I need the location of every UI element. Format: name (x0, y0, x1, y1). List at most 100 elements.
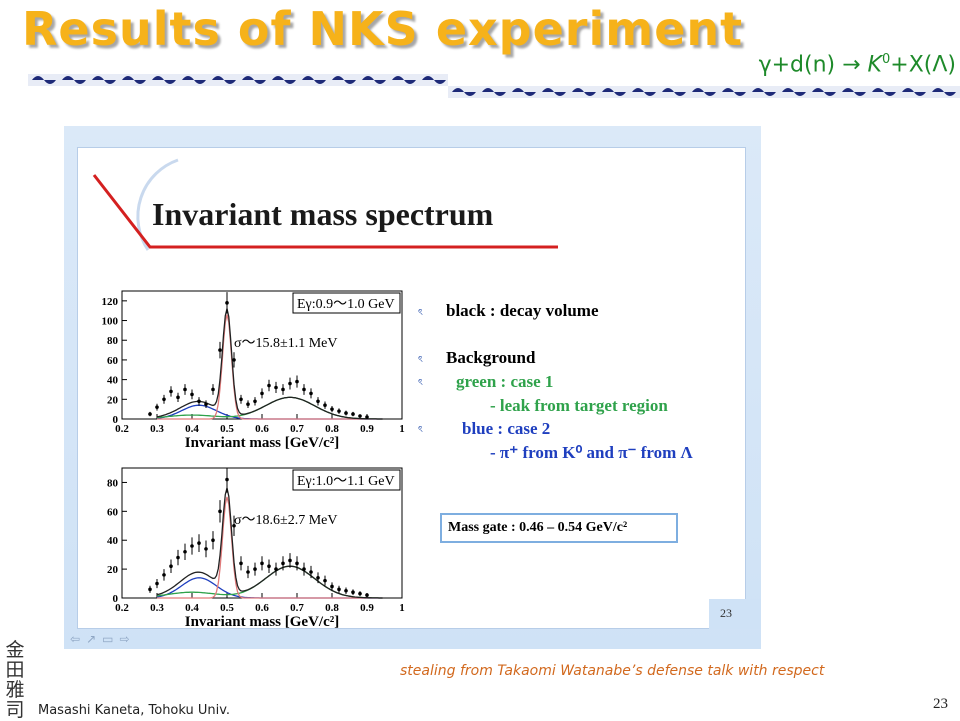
sigma-label: σ〜15.8±1.1 MeV (234, 336, 338, 351)
y-tick-label: 40 (107, 375, 119, 387)
reaction-kaon: K (867, 52, 882, 78)
y-tick-label: 100 (102, 316, 119, 328)
x-tick-label: 0.7 (290, 423, 304, 435)
x-tick-label: 0.2 (115, 602, 129, 614)
data-point (225, 477, 229, 482)
fit-signal (157, 314, 383, 420)
data-point (316, 575, 320, 580)
y-tick-label: 60 (107, 506, 119, 518)
reaction-prefix: γ+d(n) → (758, 52, 868, 78)
slide-title: Invariant mass spectrum (152, 196, 494, 232)
data-point (155, 405, 159, 409)
data-point (183, 387, 187, 392)
x-tick-label: 0.8 (325, 423, 339, 435)
data-point (218, 348, 222, 352)
data-point (190, 392, 194, 397)
credit-text: stealing from Takaomi Watanabe’s defense… (400, 663, 825, 679)
x-tick-label: 0.5 (220, 423, 234, 435)
data-point (162, 397, 166, 402)
data-point (211, 538, 215, 543)
energy-label: Eγ:1.0〜1.1 GeV (297, 474, 395, 489)
data-point (365, 415, 369, 419)
data-point (330, 407, 334, 411)
energy-label-box (292, 292, 401, 314)
data-point (302, 567, 306, 571)
data-point (232, 523, 236, 528)
data-point (358, 414, 362, 418)
data-point (260, 391, 264, 396)
author-name: Masashi Kaneta, Tohoku Univ. (38, 703, 231, 718)
x-tick-label: 1 (399, 423, 405, 435)
data-point (155, 581, 159, 586)
seal-char: 田 (5, 659, 25, 681)
data-point (197, 399, 201, 404)
x-tick-label: 0.6 (255, 602, 269, 614)
data-point (274, 567, 278, 571)
data-point (337, 587, 341, 592)
data-point (183, 549, 187, 554)
x-tick-label: 0.6 (255, 423, 269, 435)
data-point (211, 387, 215, 392)
data-point (344, 411, 348, 415)
legend-black: black : decay volume (446, 301, 599, 320)
data-point (176, 555, 180, 560)
data-point (344, 588, 348, 593)
arrow-left-icon[interactable]: ⇦ (70, 632, 87, 646)
data-point (169, 389, 173, 394)
pen-icon[interactable]: ↗ (86, 632, 103, 646)
x-tick-label: 0.2 (115, 423, 129, 435)
data-point (323, 578, 327, 583)
x-tick-label: 0.9 (360, 602, 374, 614)
page-number: 23 (933, 696, 948, 712)
y-tick-label: 80 (107, 335, 119, 347)
data-point (246, 402, 250, 407)
data-point (274, 385, 278, 390)
data-point (288, 381, 292, 386)
data-point (204, 547, 208, 551)
reaction-superscript: 0 (881, 52, 891, 67)
x-tick-label: 0.4 (185, 602, 199, 614)
seal-char: 雅 (5, 679, 25, 701)
data-point (295, 379, 299, 384)
data-point (239, 561, 243, 566)
data-point (323, 403, 327, 408)
data-point (197, 541, 201, 545)
data-point (281, 561, 285, 566)
x-tick-label: 0.3 (150, 602, 164, 614)
sigma-label: σ〜18.6±2.7 MeV (234, 513, 338, 528)
seal-char: 金 (5, 639, 25, 661)
decorative-border-top (28, 74, 448, 86)
slide-page-tab (709, 599, 761, 629)
y-tick-label: 80 (107, 477, 119, 489)
data-point (267, 383, 271, 388)
fit-total (156, 487, 383, 599)
y-tick-label: 20 (107, 564, 119, 576)
data-point (351, 412, 355, 416)
data-point (190, 544, 194, 548)
data-point (281, 387, 285, 392)
arrow-right-icon[interactable]: ⇨ (119, 632, 136, 646)
x-tick-label: 0.4 (185, 423, 199, 435)
data-point (148, 412, 152, 416)
y-tick-label: 120 (102, 296, 119, 308)
legend-background: Background (446, 348, 536, 367)
data-point (162, 573, 166, 577)
data-point (148, 587, 152, 592)
data-point (351, 590, 355, 595)
x-tick-label: 0.5 (220, 602, 234, 614)
data-point (225, 301, 229, 305)
x-tick-label: 0.3 (150, 423, 164, 435)
y-tick-label: 0 (113, 593, 119, 605)
y-tick-label: 40 (107, 535, 119, 547)
spectrum-plot-2: 0.2 0.3 0.4 0.5 0.6 0.7 0.8 0.9 1 0 20 40 60 80 Invari… (107, 467, 405, 630)
data-point (218, 509, 222, 514)
fit-signal (157, 496, 383, 599)
x-axis-label: Invariant mass [GeV/c²] (185, 435, 339, 451)
menu-icon[interactable]: ▭ (102, 632, 120, 646)
data-point (204, 402, 208, 407)
data-point (246, 570, 250, 574)
energy-label: Eγ:0.9〜1.0 GeV (297, 297, 395, 312)
data-point (309, 391, 313, 396)
decorative-border-right (448, 86, 960, 98)
legend-green-desc: - leak from target region (490, 396, 668, 415)
